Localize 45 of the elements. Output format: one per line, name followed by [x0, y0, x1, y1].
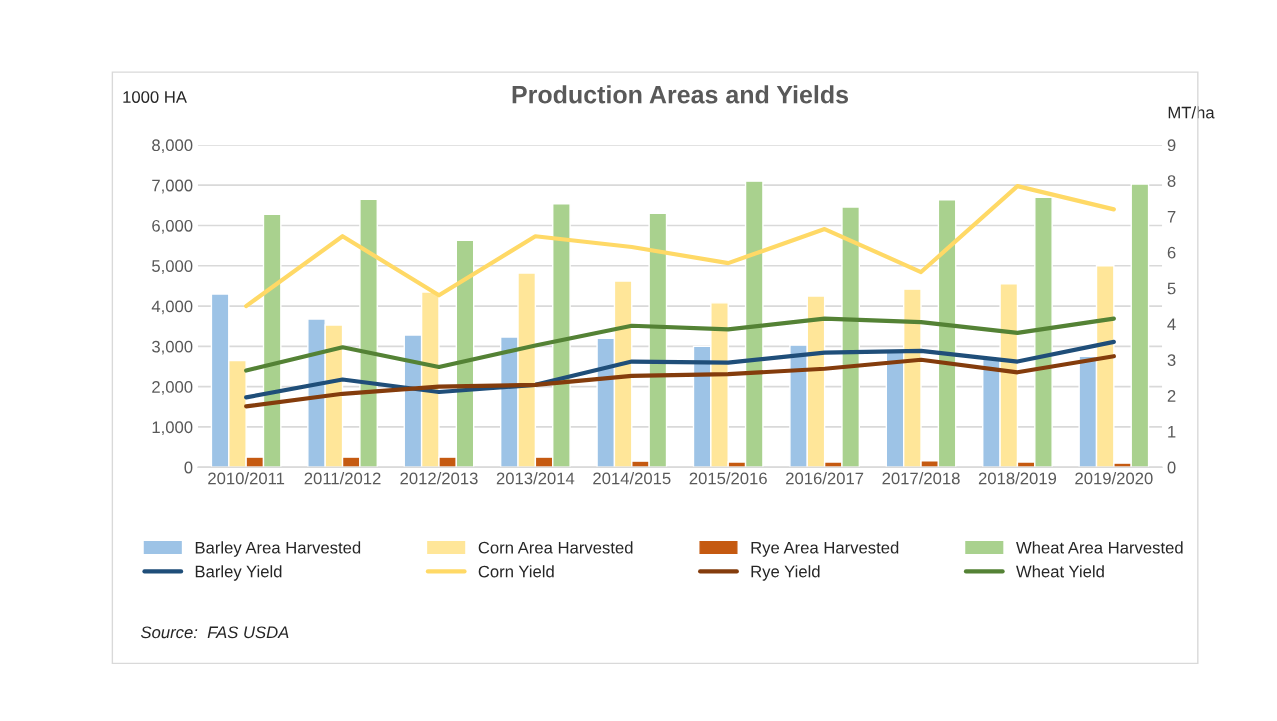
y-tick-label: 6,000 [152, 219, 193, 234]
legend-label: Corn Area Harvested [478, 541, 633, 554]
legend-label: Barley Area Harvested [195, 541, 361, 557]
y2-tick-label: 1 [1168, 425, 1176, 438]
x-tick-label: 2012/2013 [400, 472, 478, 485]
y-tick-label: 7,000 [152, 179, 193, 194]
y2-axis-title: MT/ha [1168, 106, 1215, 119]
line-series [244, 339, 1116, 400]
y2-tick-label: 3 [1167, 354, 1176, 366]
legend-label: Corn Yield [478, 565, 554, 578]
line-series [244, 354, 1116, 409]
y-tick-label: 0 [184, 461, 193, 474]
y-tick-label: 1,000 [152, 421, 193, 436]
y-tick-label: 8,000 [152, 139, 193, 154]
y2-tick-label: 4 [1167, 318, 1176, 331]
x-tick-label: 2013/2014 [496, 472, 575, 485]
x-tick-label: 2010/2011 [208, 472, 285, 485]
y2-tick-label: 9 [1167, 139, 1176, 152]
x-tick-label: 2014/2015 [593, 472, 671, 485]
y-axis-title: 1000 HA [123, 91, 187, 103]
source-note: Source: FAS USDA [140, 626, 289, 639]
legend-label: Barley Yield [195, 565, 282, 581]
x-tick-label: 2019/2020 [1075, 472, 1153, 485]
legend-label: Wheat Area Harvested [1016, 541, 1183, 554]
y2-tick-label: 5 [1167, 282, 1176, 295]
x-tick-label: 2011/2012 [304, 472, 381, 485]
line-series [244, 184, 1116, 309]
x-tick-label: 2015/2016 [689, 472, 767, 485]
y-tick-label: 3,000 [152, 340, 193, 355]
x-tick-label: 2017/2018 [882, 472, 960, 485]
y-tick-label: 2,000 [152, 381, 193, 395]
y2-tick-label: 8 [1167, 175, 1176, 187]
chart-title: Production Areas and Yields [512, 85, 849, 104]
legend-label: Rye Yield [751, 565, 820, 581]
x-tick-label: 2018/2019 [978, 472, 1057, 485]
y2-tick-label: 2 [1167, 389, 1176, 402]
y-tick-label: 5,000 [152, 260, 193, 274]
y-tick-label: 4,000 [151, 300, 193, 315]
y2-tick-label: 7 [1167, 211, 1176, 223]
x-tick-label: 2016/2017 [786, 472, 864, 485]
line-series [244, 316, 1116, 373]
y2-tick-label: 6 [1167, 246, 1176, 259]
y2-tick-label: 0 [1167, 461, 1176, 474]
legend-label: Wheat Yield [1016, 565, 1104, 578]
legend-label: Rye Area Harvested [751, 541, 899, 557]
